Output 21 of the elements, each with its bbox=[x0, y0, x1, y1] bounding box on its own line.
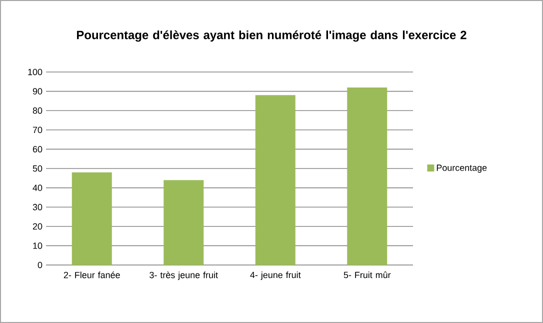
bar bbox=[347, 87, 388, 265]
y-tick-label: 100 bbox=[28, 68, 42, 76]
y-tick-label: 30 bbox=[32, 204, 42, 210]
legend-label: Pourcentage bbox=[436, 164, 487, 173]
x-tick-label: 3- très jeune fruit bbox=[150, 272, 218, 280]
bar bbox=[164, 180, 204, 265]
y-tick-label: 10 bbox=[33, 242, 42, 249]
y-tick-label: 80 bbox=[32, 107, 42, 114]
bar bbox=[255, 95, 296, 265]
x-tick-label: 4- jeune fruit bbox=[250, 272, 301, 280]
y-tick-label: 70 bbox=[32, 126, 42, 134]
y-tick-label: 90 bbox=[32, 88, 42, 94]
y-tick-label: 40 bbox=[32, 184, 42, 191]
x-tick-label: 2- Fleur fanée bbox=[64, 272, 120, 278]
y-tick-label: 0 bbox=[38, 262, 42, 268]
y-tick-label: 20 bbox=[32, 223, 42, 230]
x-tick-label: 5- Fruit mûr bbox=[344, 272, 391, 278]
bar bbox=[72, 172, 112, 265]
y-tick-label: 60 bbox=[32, 146, 42, 152]
y-tick-label: 50 bbox=[32, 165, 42, 172]
chart-title: Pourcentage d'élèves ayant bien numéroté l'image dans l'exercice 2 bbox=[77, 30, 466, 42]
